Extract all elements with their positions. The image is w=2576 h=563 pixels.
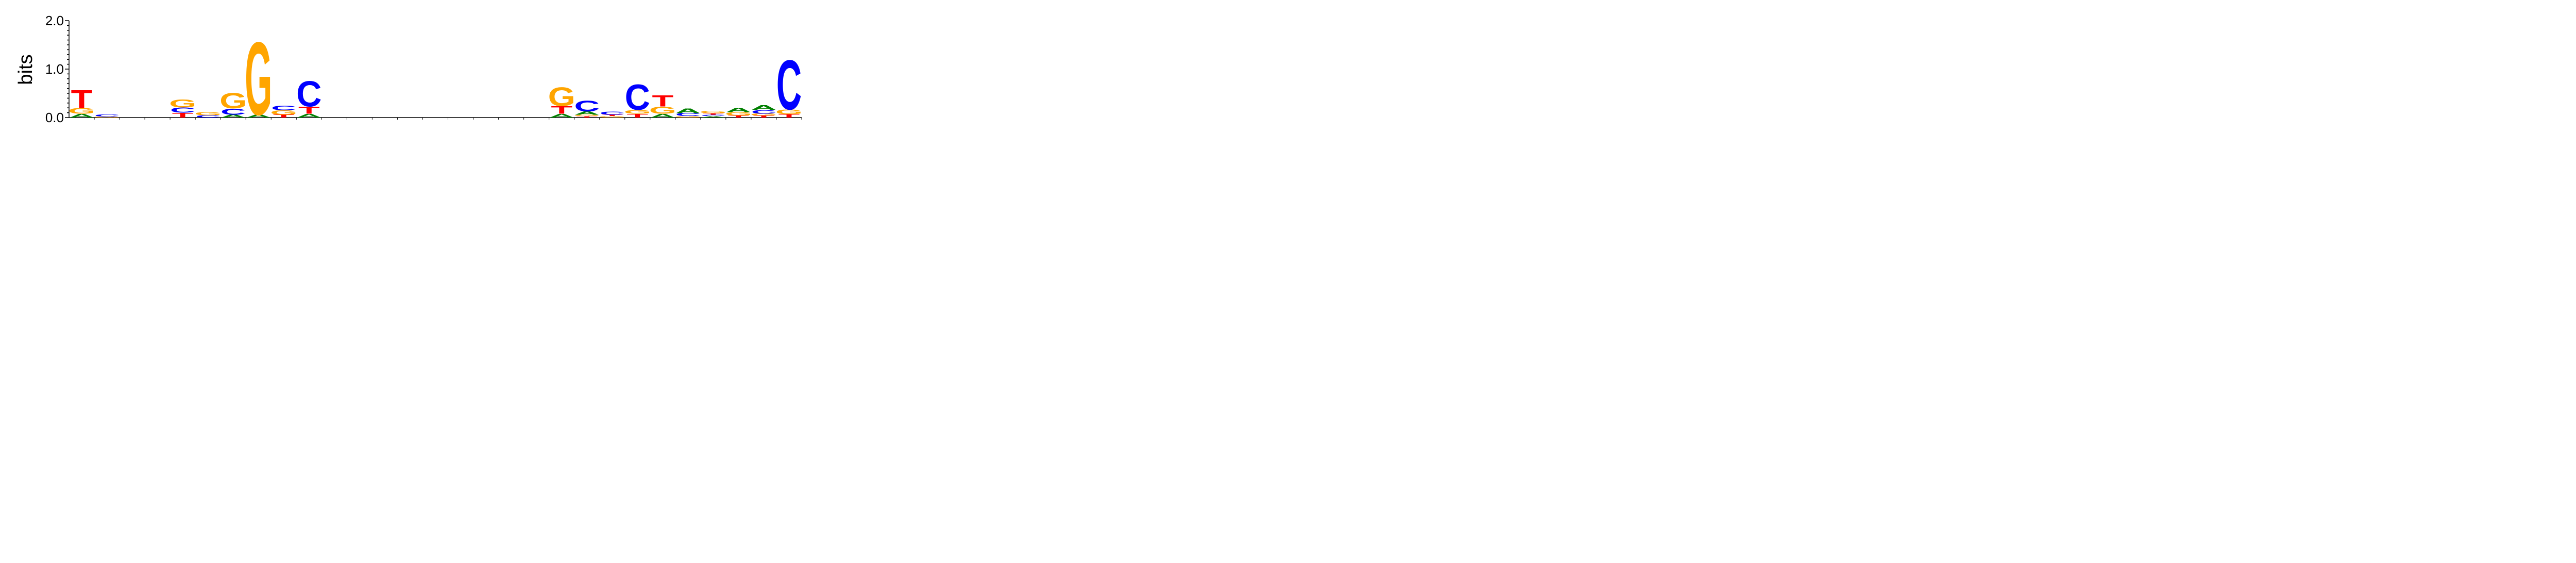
logo-letter-A: A: [549, 113, 574, 119]
y-tick-label: 2.0: [45, 13, 64, 28]
logo-letter-C: C: [271, 104, 296, 112]
logo-letter-A: A: [69, 113, 94, 119]
logo-letter-T: T: [652, 92, 673, 110]
y-tick-label: 0.0: [45, 110, 64, 125]
y-tick-label: 1.0: [45, 61, 64, 77]
logo-letter-G: G: [548, 81, 575, 111]
logo-letter-G: G: [573, 114, 601, 117]
logo-letter-T: T: [273, 114, 295, 119]
logo-letter-T: T: [298, 105, 320, 116]
logo-letter-G: G: [68, 106, 95, 115]
logo-letter-C: C: [776, 45, 802, 124]
logo-letter-G: G: [750, 113, 777, 117]
logo-letter-T: T: [172, 111, 194, 119]
logo-letter-C: C: [195, 114, 221, 118]
logo-letter-A: A: [296, 113, 321, 119]
logo-letter-T: T: [753, 115, 775, 118]
logo-letter-A: A: [650, 113, 675, 119]
logo-letter-C: C: [94, 114, 120, 117]
chart-axes: 0.0 1.0 2.0: [45, 13, 802, 125]
logo-letter-T: T: [551, 104, 572, 116]
logo-letter-G: G: [725, 111, 752, 117]
logo-letter-G: G: [599, 116, 626, 118]
logo-letter-G: G: [700, 110, 727, 114]
logo-letter-T: T: [778, 113, 800, 119]
logo-letter-C: C: [221, 107, 246, 117]
logo-letter-A: A: [726, 107, 751, 113]
logo-letter-A: A: [574, 110, 600, 115]
logo-letter-G: G: [169, 97, 196, 110]
logo-letter-A: A: [701, 116, 726, 118]
logo-letter-T: T: [626, 113, 648, 119]
logo-letter-T: T: [576, 116, 598, 118]
logo-letter-G: G: [270, 109, 297, 116]
logo-letter-C: C: [170, 106, 195, 114]
logo-letter-A: A: [675, 107, 701, 115]
logo-letter-G: G: [624, 109, 651, 115]
logo-letter-C: C: [751, 109, 776, 115]
logo-letter-G: G: [194, 111, 222, 116]
logo-letter-A: A: [751, 104, 776, 111]
logo-letter-G: G: [649, 105, 676, 116]
logo-letter-G: G: [245, 21, 272, 137]
logo-letter-T: T: [71, 85, 93, 113]
logo-letter-A: A: [246, 114, 271, 119]
logo-letter-A: A: [221, 114, 246, 119]
logo-letter-T: T: [728, 115, 750, 118]
logo-letter-C: C: [625, 77, 650, 118]
logo-letter-C: C: [296, 73, 321, 114]
logo-letter-C: C: [600, 111, 625, 115]
logo-letter-C: C: [574, 97, 600, 115]
logo-letter-C: C: [701, 114, 726, 117]
logo-letter-T: T: [601, 114, 623, 117]
logo-letter-G: G: [219, 89, 247, 113]
logo-letter-G: G: [93, 117, 121, 118]
y-axis-title: bits: [15, 54, 37, 85]
logo-letter-C: C: [675, 112, 701, 117]
logo-letter-T: T: [702, 113, 724, 115]
logo-letter-G: G: [775, 108, 803, 116]
logo-letter-G: G: [674, 116, 702, 118]
